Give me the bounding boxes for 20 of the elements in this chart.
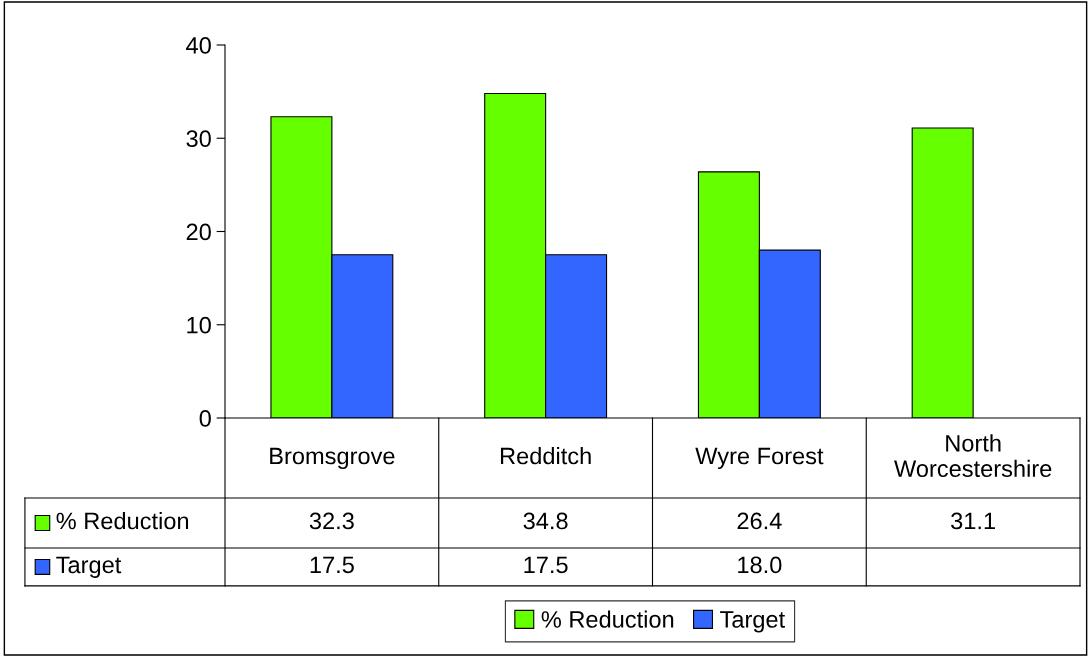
y-tick-label: 20 <box>186 223 211 241</box>
text: % Reduction <box>541 610 674 628</box>
data-label: 32.3 <box>309 512 354 530</box>
y-tick-label: 40 <box>186 37 211 54</box>
data-label: 17.5 <box>310 556 354 574</box>
x-tick-label: Redditch <box>500 447 591 465</box>
data-label: 18.0 <box>738 556 782 574</box>
x-tick-label: Wyre Forest <box>695 447 824 470</box>
x-tick-label: Bromsgrove <box>270 447 395 470</box>
data-label: 26.4 <box>737 512 782 530</box>
data-label: 34.8 <box>523 512 568 530</box>
data-label: 17.5 <box>524 556 568 574</box>
legend-label: % Reduction <box>56 511 189 530</box>
y-tick-label: 0 <box>199 410 211 427</box>
legend-label: Target <box>720 611 785 633</box>
x-tick-label: North Worcestershire <box>894 434 1052 478</box>
y-tick-label: 10 <box>187 316 211 334</box>
y-tick-label: 30 <box>186 130 211 148</box>
data-label: 31.1 <box>951 512 995 530</box>
text: Target <box>56 556 122 578</box>
